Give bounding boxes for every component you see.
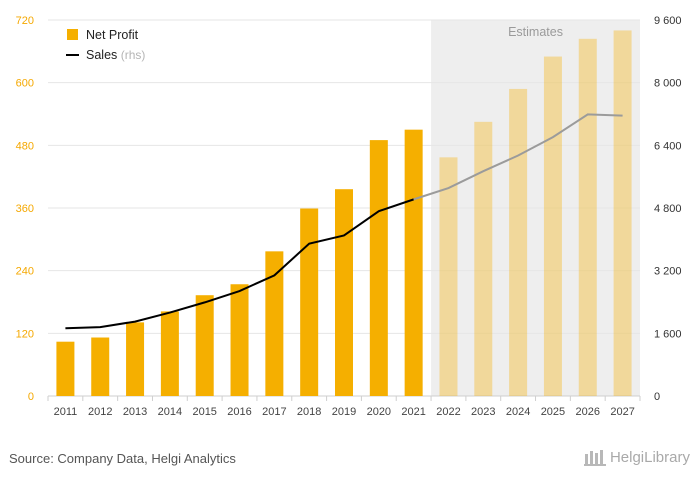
net-profit-bar [613,30,632,396]
x-tick-label: 2023 [471,406,495,418]
x-tick-label: 2024 [506,406,530,418]
x-tick-label: 2020 [367,406,391,418]
legend-label-sales: Sales (rhs) [86,48,145,62]
sales-line-actual [65,198,414,330]
estimates-label: Estimates [508,25,563,39]
right-tick-label: 9 600 [654,15,682,27]
x-tick-label: 2013 [123,406,147,418]
net-profit-bar [300,208,319,396]
net-profit-bar [369,140,388,396]
net-profit-bar [578,38,597,397]
left-tick-label: 120 [16,328,34,340]
left-tick-label: 240 [16,266,34,278]
net-profit-bar [265,251,284,396]
x-tick-label: 2017 [262,406,286,418]
net-profit-bar [335,189,353,396]
legend-sales-suffix: (rhs) [121,48,146,62]
net-profit-bar [195,295,214,396]
chart: Estimates 0 120 240 360 480 600 720 0 1 600 3 20… [16,15,682,418]
x-tick-label: 2022 [436,406,460,418]
x-tick-label: 2026 [576,406,600,418]
net-profit-bars [56,30,632,397]
right-tick-label: 6 400 [654,140,682,152]
x-tick-label: 2018 [297,406,321,418]
left-tick-label: 600 [16,78,34,90]
left-tick-label: 720 [16,15,34,27]
sales-line [65,113,623,330]
net-profit-bar [439,157,458,396]
x-tick-label: 2012 [88,406,112,418]
x-tick-label: 2021 [401,406,425,418]
x-tick-label: 2027 [610,406,634,418]
right-axis-ticks: 0 1 600 3 200 4 800 6 400 8 000 9 600 [654,15,682,403]
library-icon [583,450,606,466]
x-tick-label: 2011 [54,406,78,418]
net-profit-bar [230,284,249,396]
x-tick-label: 2014 [158,406,182,418]
left-axis-ticks: 0 120 240 360 480 600 720 [16,15,34,403]
source-note: Source: Company Data, Helgi Analytics [9,451,236,466]
net-profit-bar [509,88,528,396]
net-profit-bar [91,337,110,396]
net-profit-bar [404,129,423,396]
net-profit-bar [474,121,493,396]
x-tick-label: 2019 [332,406,356,418]
right-tick-label: 0 [654,391,660,403]
right-tick-label: 4 800 [654,203,682,215]
left-tick-label: 0 [28,391,34,403]
left-tick-label: 360 [16,203,34,215]
net-profit-bar [160,311,179,396]
left-tick-label: 480 [16,140,34,152]
right-tick-label: 1 600 [654,328,682,340]
sales-line-estimate [413,113,623,201]
logo-text: HelgiLibrary [609,448,690,466]
legend-label-net-profit: Net Profit [86,28,139,42]
x-axis-ticks: 2011 2012 2013 2014 2015 2016 2017 2018 2019 2020… [54,406,635,418]
legend-swatch-net-profit [67,29,78,40]
legend: Net Profit Sales (rhs) [66,28,145,62]
x-tick-label: 2015 [192,406,216,418]
right-tick-label: 3 200 [654,266,682,278]
x-tick-label: 2016 [227,406,251,418]
net-profit-bar [56,341,75,396]
net-profit-bar [126,322,145,396]
net-profit-bar [543,56,562,397]
right-tick-label: 8 000 [654,78,682,90]
helgi-library-logo: HelgiLibrary [583,448,690,466]
x-tick-label: 2025 [541,406,565,418]
legend-sales-name: Sales [86,48,121,62]
